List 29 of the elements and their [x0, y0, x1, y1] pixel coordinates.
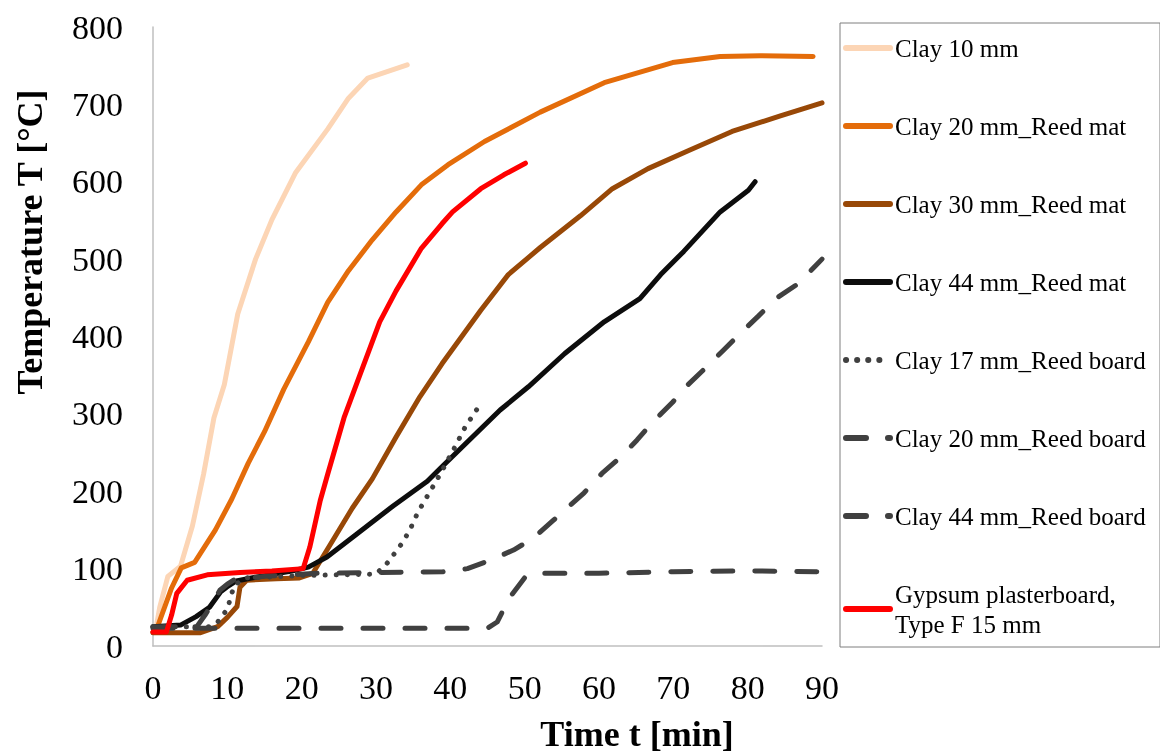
x-tick-label: 30	[359, 668, 393, 706]
x-tick-label: 10	[210, 668, 245, 706]
x-tick-label: 20	[284, 668, 319, 706]
y-tick-label: 100	[72, 550, 123, 588]
x-tick-label: 60	[582, 668, 616, 706]
legend-label: Clay 20 mm_Reed board	[895, 424, 1147, 452]
legend-label: Clay 44 mm_Reed mat	[895, 268, 1127, 296]
legend-label: Clay 44 mm_Reed board	[895, 502, 1147, 530]
x-tick-label: 50	[507, 668, 542, 706]
y-tick-label: 0	[106, 627, 123, 665]
x-tick-label: 80	[730, 668, 765, 706]
x-axis-title: Time t [min]	[540, 714, 734, 754]
legend-label: Clay 30 mm_Reed mat	[895, 190, 1127, 218]
legend-label: Clay 10 mm	[895, 34, 1020, 62]
y-tick-label: 800	[72, 8, 123, 46]
x-tick-label: 40	[433, 668, 468, 706]
legend-label: Clay 17 mm_Reed board	[895, 346, 1147, 374]
y-tick-label: 500	[72, 240, 123, 278]
x-tick-label: 90	[805, 668, 839, 706]
y-axis-title: Temperature T [°C]	[10, 89, 50, 395]
legend-label: Gypsum plasterboard, Type F 15 mm	[895, 580, 1123, 638]
y-tick-label: 400	[72, 318, 123, 355]
y-tick-label: 700	[72, 85, 123, 123]
y-tick-label: 600	[72, 163, 123, 201]
y-tick-label: 200	[72, 472, 123, 510]
y-tick-label: 300	[72, 395, 123, 433]
x-tick-label: 0	[144, 668, 162, 706]
legend-label: Clay 20 mm_Reed mat	[895, 112, 1127, 140]
x-tick-label: 70	[656, 668, 691, 706]
